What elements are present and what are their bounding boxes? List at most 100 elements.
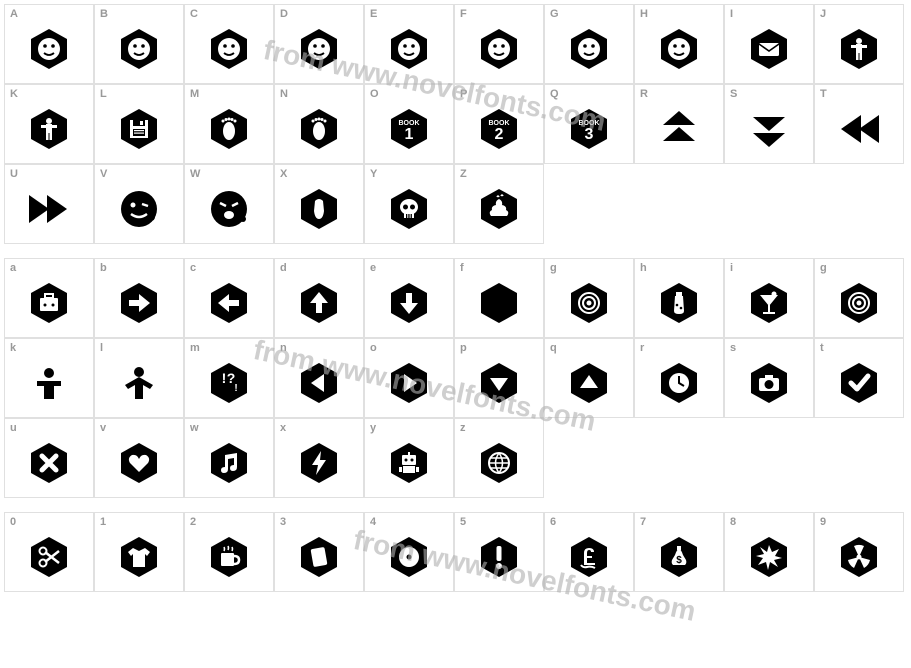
cell-label: g bbox=[550, 262, 557, 274]
svg-text:!: ! bbox=[234, 383, 237, 394]
glyph-row: uvwxyz bbox=[4, 418, 907, 498]
glyph-cell: h bbox=[634, 258, 724, 338]
glyph-cell: l bbox=[94, 338, 184, 418]
glyph-cell: q bbox=[544, 338, 634, 418]
glyph-cell: g bbox=[814, 258, 904, 338]
glyph-cell: u bbox=[4, 418, 94, 498]
figure-hex-glyph bbox=[25, 105, 73, 153]
glyph-row: ABCDEFGHIJ bbox=[4, 4, 907, 84]
fast-fwd-glyph bbox=[25, 185, 73, 233]
glyph-row: KLMNOBOOK1PBOOK2QBOOK3RST bbox=[4, 84, 907, 164]
glyph-cell: R bbox=[634, 84, 724, 164]
globe-hex-glyph bbox=[475, 439, 523, 487]
glyph-cell: r bbox=[634, 338, 724, 418]
target-hex-glyph bbox=[835, 279, 883, 327]
cell-label: A bbox=[10, 8, 18, 20]
cell-label: a bbox=[10, 262, 16, 274]
glyph-cell: S bbox=[724, 84, 814, 164]
glyph-chart: ABCDEFGHIJKLMNOBOOK1PBOOK2QBOOK3RSTUVWXY… bbox=[0, 0, 911, 596]
cell-label: l bbox=[100, 342, 103, 354]
cell-label: F bbox=[460, 8, 467, 20]
glyph-cell: I bbox=[724, 4, 814, 84]
glyph-cell: N bbox=[274, 84, 364, 164]
cell-label: G bbox=[550, 8, 559, 20]
glyph-cell: X bbox=[274, 164, 364, 244]
target-hex-glyph bbox=[565, 279, 613, 327]
blank-hex-glyph bbox=[295, 533, 343, 581]
svg-text:1: 1 bbox=[405, 126, 414, 143]
book2-hex-glyph: BOOK2 bbox=[475, 105, 523, 153]
cell-label: s bbox=[730, 342, 736, 354]
person2-hex-glyph bbox=[115, 359, 163, 407]
svg-text:2: 2 bbox=[495, 126, 504, 143]
cell-label: u bbox=[10, 422, 17, 434]
glyph-cell: 3 bbox=[274, 512, 364, 592]
cell-label: 7 bbox=[640, 516, 646, 528]
excl-hex-glyph bbox=[475, 533, 523, 581]
glyph-cell: 2 bbox=[184, 512, 274, 592]
face-hex-glyph bbox=[25, 25, 73, 73]
glyph-cell: b bbox=[94, 258, 184, 338]
glyph-grid: ABCDEFGHIJKLMNOBOOK1PBOOK2QBOOK3RSTUVWXY… bbox=[4, 4, 907, 592]
cell-label: D bbox=[280, 8, 288, 20]
wink-face-glyph bbox=[115, 185, 163, 233]
glyph-cell: Z bbox=[454, 164, 544, 244]
dollar-hex-glyph: $ bbox=[655, 533, 703, 581]
cell-label: e bbox=[370, 262, 376, 274]
glyph-cell: x bbox=[274, 418, 364, 498]
glyph-cell: a bbox=[4, 258, 94, 338]
foot-hex-glyph bbox=[295, 105, 343, 153]
cell-label: v bbox=[100, 422, 106, 434]
tri-down-hex-glyph bbox=[475, 359, 523, 407]
figure-hex-glyph bbox=[835, 25, 883, 73]
glyph-cell: T bbox=[814, 84, 904, 164]
quiz-hex-glyph: !?! bbox=[205, 359, 253, 407]
glyph-row: klm!?!nopqrst bbox=[4, 338, 907, 418]
cell-label: f bbox=[460, 262, 464, 274]
glyph-cell: i bbox=[724, 258, 814, 338]
glyph-cell: n bbox=[274, 338, 364, 418]
glyph-cell: d bbox=[274, 258, 364, 338]
cell-label: 5 bbox=[460, 516, 466, 528]
cell-label: d bbox=[280, 262, 287, 274]
cell-label: E bbox=[370, 8, 377, 20]
arrow-up-hex-glyph bbox=[295, 279, 343, 327]
glyph-cell: A bbox=[4, 4, 94, 84]
glyph-cell: C bbox=[184, 4, 274, 84]
svg-text:!: ! bbox=[222, 370, 227, 386]
robot-hex-glyph bbox=[385, 439, 433, 487]
glyph-cell: s bbox=[724, 338, 814, 418]
cell-label: o bbox=[370, 342, 377, 354]
glyph-row: 01234567$89 bbox=[4, 512, 907, 592]
cell-label: w bbox=[190, 422, 199, 434]
cell-label: M bbox=[190, 88, 199, 100]
glyph-row: abcdefghig bbox=[4, 258, 907, 338]
cell-label: 3 bbox=[280, 516, 286, 528]
mug-hex-glyph bbox=[205, 533, 253, 581]
glyph-cell: g bbox=[544, 258, 634, 338]
martini-hex-glyph bbox=[745, 279, 793, 327]
heart-hex-glyph bbox=[115, 439, 163, 487]
disk-hex-glyph bbox=[115, 105, 163, 153]
glyph-cell: D bbox=[274, 4, 364, 84]
face-hex-glyph bbox=[115, 25, 163, 73]
glyph-cell: H bbox=[634, 4, 724, 84]
glyph-cell: W bbox=[184, 164, 274, 244]
glyph-cell: QBOOK3 bbox=[544, 84, 634, 164]
glyph-cell: V bbox=[94, 164, 184, 244]
poo-hex-glyph bbox=[475, 185, 523, 233]
glyph-cell: G bbox=[544, 4, 634, 84]
foot-hex-glyph bbox=[205, 105, 253, 153]
cell-label: K bbox=[10, 88, 18, 100]
glyph-cell: v bbox=[94, 418, 184, 498]
cell-label: 1 bbox=[100, 516, 106, 528]
cell-label: g bbox=[820, 262, 827, 274]
glyph-cell: PBOOK2 bbox=[454, 84, 544, 164]
pound-hex-glyph bbox=[565, 533, 613, 581]
cell-label: R bbox=[640, 88, 648, 100]
burst-hex-glyph bbox=[745, 533, 793, 581]
clock-hex-glyph bbox=[655, 359, 703, 407]
glyph-cell: OBOOK1 bbox=[364, 84, 454, 164]
cell-label: J bbox=[820, 8, 826, 20]
cell-label: h bbox=[640, 262, 647, 274]
